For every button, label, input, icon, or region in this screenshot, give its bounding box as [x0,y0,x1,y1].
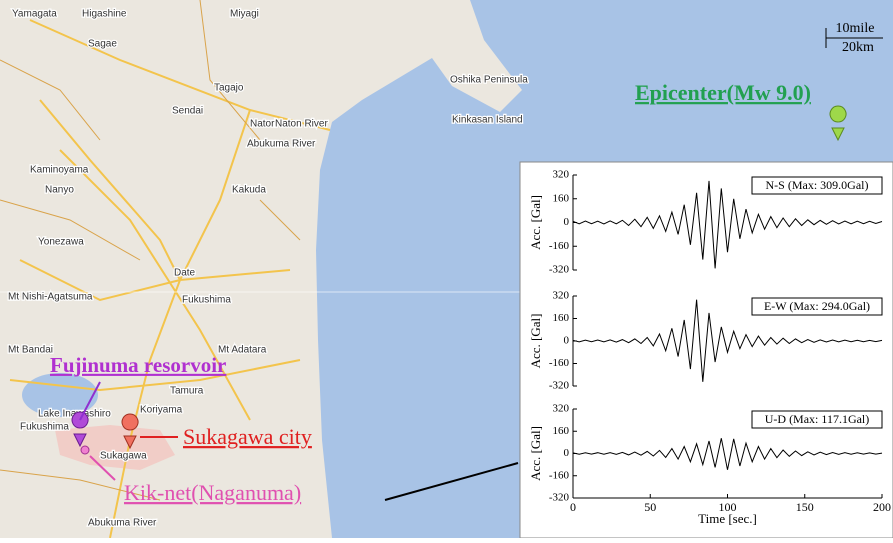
place-label: Sagae [88,39,117,50]
x-tick-label: 200 [873,500,891,514]
place-label: Oshika Peninsula [450,75,528,86]
y-tick-label: 320 [553,290,570,302]
place-label: Date [174,268,196,279]
place-label: Tagajo [214,83,244,94]
y-tick-label: 160 [553,312,570,324]
map-view: 10mile 20km Yamagata Higashine Miyagi Sagae… [0,0,893,538]
place-label: Mt Bandai [8,345,53,356]
y-tick-label: 160 [553,425,570,437]
y-tick-label: -160 [549,469,570,481]
y-tick-label: 320 [553,169,570,181]
y-axis-label: Acc. [Gal] [528,195,543,250]
epicenter-label: Epicenter(Mw 9.0) [635,80,811,105]
place-label: Sendai [172,106,203,117]
fujinuma-label: Fujinuma resorvoir [50,353,226,377]
place-label: Kinkasan Island [452,115,523,126]
y-tick-label: 160 [553,192,570,204]
place-label: Naton River [275,119,328,130]
place-label: Koriyama [140,405,183,416]
sukagawa-label: Sukagawa city [183,424,312,449]
place-label: Kakuda [232,185,266,196]
y-tick-label: 320 [553,403,570,415]
scale-km: 20km [842,40,874,55]
place-label: Fukushima [182,295,231,306]
place-label: Miyagi [230,9,259,20]
place-label: Natori [250,119,277,130]
place-label: Nanyo [45,185,74,196]
y-tick-label: 0 [564,216,570,228]
y-tick-label: -160 [549,357,570,369]
place-label: Abukuma River [88,518,157,529]
y-tick-label: 0 [564,447,570,459]
kiknet-pin [81,446,89,454]
panel-title: E-W (Max: 294.0Gal) [764,299,870,313]
y-tick-label: -320 [549,492,570,504]
y-tick-label: 0 [564,335,570,347]
panel-title: N-S (Max: 309.0Gal) [766,178,869,192]
place-label: Tamura [170,386,204,397]
x-axis-label: Time [sec.] [698,511,757,526]
x-tick-label: 0 [570,500,576,514]
page: 10mile 20km Yamagata Higashine Miyagi Sagae… [0,0,893,538]
place-label: Yamagata [12,9,57,20]
place-label: Mt Nishi-Agatsuma [8,292,93,303]
y-tick-label: -160 [549,240,570,252]
x-tick-label: 150 [796,500,814,514]
place-label: Kaminoyama [30,165,89,176]
kiknet-label: Kik-net(Naganuma) [124,480,301,505]
place-label: Sukagawa [100,451,147,462]
y-axis-label: Acc. [Gal] [528,426,543,481]
place-label: Abukuma River [247,139,316,150]
y-tick-label: -320 [549,380,570,392]
x-tick-label: 50 [644,500,656,514]
place-label: Yonezawa [38,237,84,248]
place-label: Higashine [82,9,127,20]
place-label: Fukushima [20,422,69,433]
y-tick-label: -320 [549,264,570,276]
y-axis-label: Acc. [Gal] [528,314,543,369]
panel-title: U-D (Max: 117.1Gal) [765,412,870,426]
scale-mile: 10mile [836,21,875,36]
